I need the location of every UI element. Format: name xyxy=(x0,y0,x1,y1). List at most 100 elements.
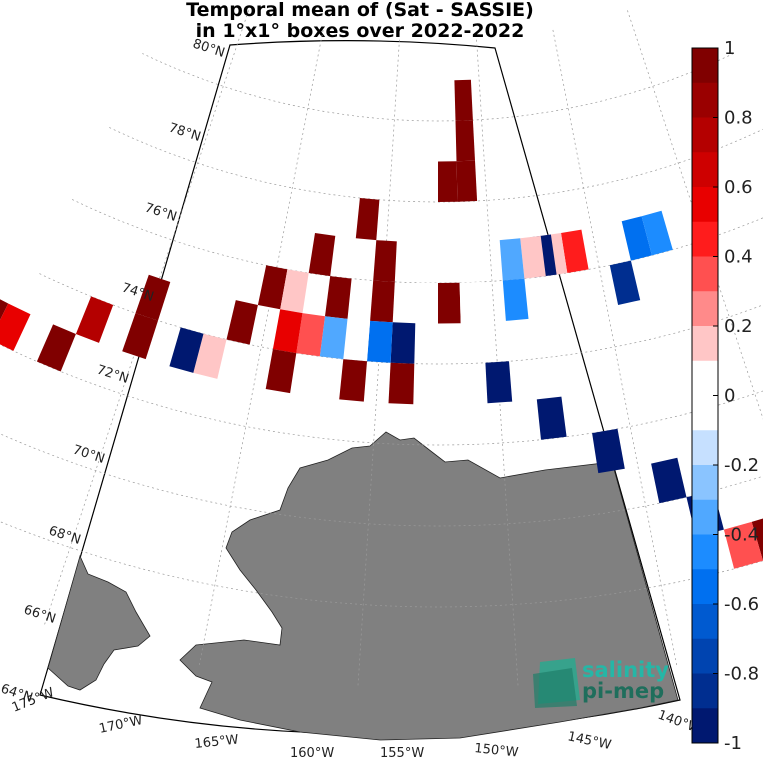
colorbar-segment xyxy=(692,465,718,501)
data-cell xyxy=(280,269,309,314)
meridian-line xyxy=(626,9,763,420)
data-cell xyxy=(370,280,395,323)
logo-salinity-text: salinity xyxy=(582,658,669,682)
meridian-line xyxy=(198,28,324,666)
colorbar-segment xyxy=(692,187,718,223)
latitude-label: 66°N xyxy=(22,603,58,627)
data-cell xyxy=(499,238,525,281)
data-cell xyxy=(169,327,204,373)
data-cell xyxy=(438,161,458,202)
colorbar-segment xyxy=(692,152,718,188)
colorbar-tick-label: -0.2 xyxy=(724,455,759,476)
colorbar-segment xyxy=(692,326,718,362)
colorbar-tick-label: 0.8 xyxy=(724,108,753,129)
siberia-landmass xyxy=(47,554,151,691)
title-line-1: Temporal mean of (Sat - SASSIE) xyxy=(186,0,534,21)
graticule xyxy=(0,9,763,686)
latitude-label: 78°N xyxy=(167,121,203,145)
colorbar-tick-label: 0.2 xyxy=(724,316,753,337)
colorbar-tick-label: 1 xyxy=(724,38,735,59)
colorbar-segment xyxy=(692,673,718,709)
data-cell xyxy=(485,361,513,404)
data-cell xyxy=(641,210,673,256)
data-cell xyxy=(723,521,763,569)
latitude-label: 68°N xyxy=(47,524,83,548)
data-cell xyxy=(388,362,415,405)
longitude-label: 155°W xyxy=(380,746,424,760)
data-cell xyxy=(308,233,336,277)
logo-pimep-text: pi-mep xyxy=(582,679,664,703)
colorbar-segment xyxy=(692,82,718,118)
data-cell xyxy=(459,281,484,324)
longitude-label: 160°W xyxy=(290,746,334,760)
colorbar-segment xyxy=(692,638,718,674)
data-cell xyxy=(122,313,158,360)
data-cell xyxy=(415,282,438,324)
latitude-label: 80°N xyxy=(191,37,227,61)
colorbar-segment xyxy=(692,221,718,257)
data-cell xyxy=(135,274,171,321)
data-cell xyxy=(36,324,76,372)
colorbar: 1 0.8 0.6 0.4 0.2 0 -0.2 -0.4 -0.6 -0.8 -1 xyxy=(691,38,759,754)
latitude-label: 70°N xyxy=(71,443,107,467)
data-cell xyxy=(343,318,371,362)
colorbar-tick-label: 0 xyxy=(724,386,735,407)
chart-title: Temporal mean of (Sat - SASSIE) in 1°x1°… xyxy=(0,0,720,42)
data-cell xyxy=(265,349,297,394)
colorbar-segment xyxy=(692,117,718,153)
data-cell xyxy=(296,313,325,357)
colorbar-tick-label: -0.4 xyxy=(724,525,759,546)
longitude-label: 145°W xyxy=(566,729,612,753)
data-cell xyxy=(454,79,473,121)
data-cell xyxy=(272,309,303,354)
title-line-2: in 1°x1° boxes over 2022-2022 xyxy=(195,20,525,42)
data-cell xyxy=(257,265,288,310)
colorbar-segment xyxy=(692,499,718,535)
data-cell xyxy=(651,457,687,504)
data-cell xyxy=(355,198,380,241)
colorbar-segment xyxy=(692,708,718,744)
data-cell xyxy=(438,282,461,324)
colorbar-segment xyxy=(692,604,718,640)
latitude-label: 76°N xyxy=(143,201,179,225)
data-cell xyxy=(751,518,763,561)
data-cell xyxy=(325,276,352,319)
colorbar-segment xyxy=(692,48,718,84)
colorbar-tick-label: -0.8 xyxy=(724,664,759,685)
data-cell xyxy=(592,428,625,474)
colorbar-segment xyxy=(692,256,718,292)
data-cell xyxy=(373,240,397,282)
data-cell xyxy=(390,322,416,364)
data-cell xyxy=(319,316,348,360)
longitude-label: 170°W xyxy=(98,713,144,737)
data-cell xyxy=(456,160,478,202)
data-cell xyxy=(0,303,31,351)
colorbar-segment xyxy=(692,360,718,396)
data-cell xyxy=(455,120,475,162)
parallel-line xyxy=(36,272,763,365)
longitude-label: 150°W xyxy=(474,741,520,760)
parallel-line xyxy=(142,53,734,122)
latitude-label: 72°N xyxy=(95,363,131,387)
data-cell xyxy=(193,333,227,379)
parallel-line xyxy=(1,345,763,446)
data-cell xyxy=(561,229,589,273)
salinity-pi-mep-logo: salinity pi-mep xyxy=(533,658,669,708)
parallel-line xyxy=(107,126,763,203)
data-cell xyxy=(0,299,9,320)
colorbar-segment xyxy=(692,430,718,466)
colorbar-segment xyxy=(692,395,718,431)
data-cell xyxy=(502,278,529,321)
colorbar-tick-label: -0.6 xyxy=(724,594,759,615)
data-cell xyxy=(75,296,114,343)
colorbar-segment xyxy=(692,569,718,605)
data-cell xyxy=(339,359,367,402)
parallel-line xyxy=(71,199,763,284)
data-cell xyxy=(609,260,641,305)
colorbar-segment xyxy=(692,291,718,327)
longitude-label: 165°W xyxy=(194,732,240,752)
colorbar-tick-label: -1 xyxy=(724,733,742,754)
data-cell xyxy=(520,235,546,279)
colorbar-tick-label: 0.4 xyxy=(724,247,753,268)
